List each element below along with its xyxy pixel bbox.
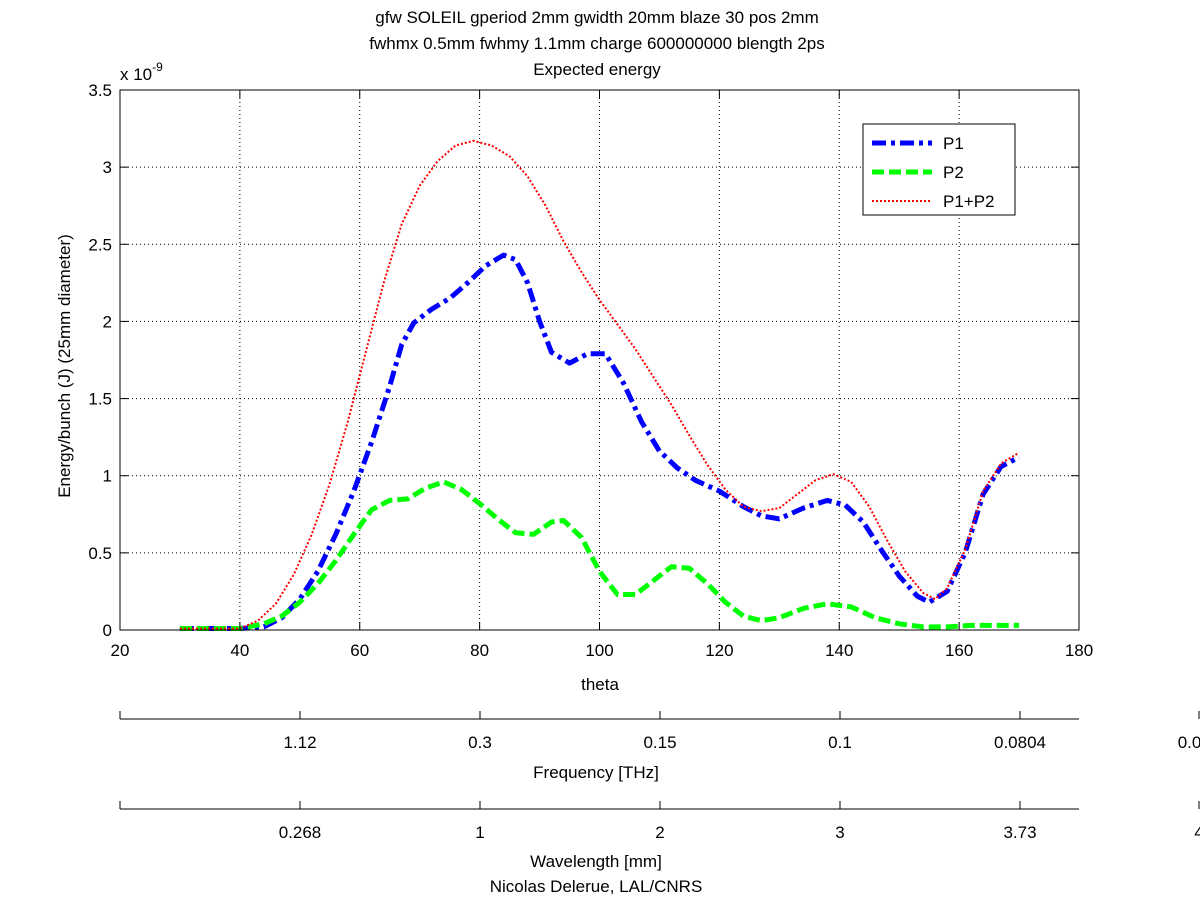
y-tick-label: 3 bbox=[103, 158, 112, 177]
wavelength-axis-tick-label: 3.73 bbox=[1003, 823, 1036, 842]
wavelength-axis-tick-label: 1 bbox=[475, 823, 484, 842]
frequency-axis: 1.12 0.3 0.15 0.1 0.0804 0.075 bbox=[119, 711, 1200, 752]
y-tick-label: 2 bbox=[103, 312, 112, 331]
x-tick-label: 100 bbox=[585, 641, 613, 660]
series-line-p2 bbox=[179, 479, 1020, 631]
y-tick-label: 1.5 bbox=[88, 390, 112, 409]
frequency-axis-label: Frequency [THz] bbox=[533, 763, 659, 782]
frequency-axis-tick-label: 0.0804 bbox=[994, 733, 1046, 752]
frequency-axis-tick-label: 0.3 bbox=[468, 733, 492, 752]
legend-label-p2: P2 bbox=[943, 163, 964, 182]
y-tick-label: 1 bbox=[103, 467, 112, 486]
legend-box bbox=[862, 123, 1016, 216]
series-lines bbox=[179, 139, 1021, 631]
y-tick-label: 0.5 bbox=[88, 544, 112, 563]
x-tick-label: 80 bbox=[470, 641, 489, 660]
series-line-p1-plus-p2 bbox=[179, 139, 1020, 630]
x-tick-label: 140 bbox=[825, 641, 853, 660]
series-line-p1 bbox=[179, 252, 1021, 631]
wavelength-axis-label: Wavelength [mm] bbox=[530, 852, 662, 871]
wavelength-axis-tick-label: 4 bbox=[1194, 823, 1200, 842]
legend-label-p1: P1 bbox=[943, 134, 964, 153]
frequency-axis-tick-label: 1.12 bbox=[283, 733, 316, 752]
legend: P1 P2 P1+P2 bbox=[862, 123, 1016, 216]
x-axis-label: theta bbox=[581, 675, 619, 694]
x-tick-label: 180 bbox=[1065, 641, 1093, 660]
frequency-axis-tick-label: 0.1 bbox=[828, 733, 852, 752]
y-tick-label: 3.5 bbox=[88, 81, 112, 100]
y-exponent-label: x 10-9 bbox=[120, 60, 163, 84]
author-credit: Nicolas Delerue, LAL/CNRS bbox=[490, 877, 703, 896]
wavelength-axis-tick-label: 3 bbox=[835, 823, 844, 842]
axis-ticks: 20 40 60 80 100 120 140 160 180 0 0.5 1 1.5 2 2.5 3 3.5 bbox=[88, 81, 1093, 660]
chart-title-line-1: gfw SOLEIL gperiod 2mm gwidth 20mm blaze… bbox=[375, 8, 818, 27]
x-tick-label: 160 bbox=[945, 641, 973, 660]
y-axis-label: Energy/bunch (J) (25mm diameter) bbox=[55, 234, 74, 498]
x-tick-label: 20 bbox=[111, 641, 130, 660]
legend-label-p1-plus-p2: P1+P2 bbox=[943, 192, 995, 211]
wavelength-axis-tick-label: 2 bbox=[655, 823, 664, 842]
x-tick-label: 40 bbox=[230, 641, 249, 660]
frequency-axis-tick-label: 0.15 bbox=[643, 733, 676, 752]
chart-title-line-2: fwhmx 0.5mm fwhmy 1.1mm charge 600000000… bbox=[369, 34, 824, 53]
chart-title-line-3: Expected energy bbox=[533, 60, 661, 79]
wavelength-axis: 0.268 1 2 3 3.73 4 bbox=[119, 801, 1200, 842]
y-tick-label: 2.5 bbox=[88, 235, 112, 254]
frequency-axis-tick-label: 0.075 bbox=[1178, 733, 1200, 752]
x-tick-label: 60 bbox=[350, 641, 369, 660]
y-tick-label: 0 bbox=[103, 621, 112, 640]
x-tick-label: 120 bbox=[705, 641, 733, 660]
wavelength-axis-tick-label: 0.268 bbox=[279, 823, 322, 842]
